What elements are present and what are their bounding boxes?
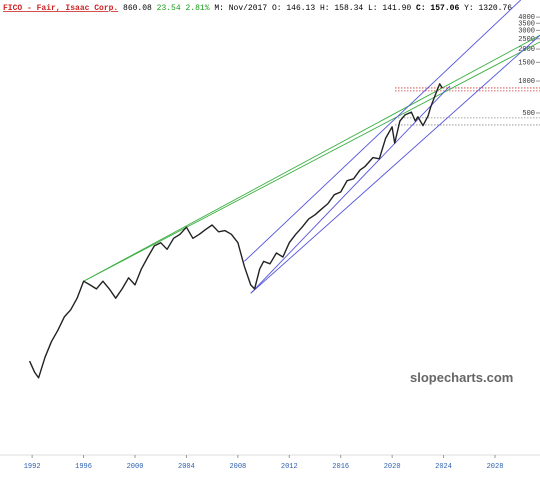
x-tick-label: 2028 [487, 463, 504, 471]
last-price: 860.08 [123, 4, 152, 13]
trend-line [83, 41, 540, 282]
trend-line [250, 85, 451, 294]
y-tick-label: 2000 [518, 46, 535, 54]
price-line [28, 83, 443, 379]
y-tick-label: 500 [522, 110, 535, 118]
month: M: Nov/2017 [214, 4, 267, 13]
y-value: Y: 1320.76 [464, 4, 512, 13]
low: L: 141.90 [368, 4, 411, 13]
trend-line [243, 0, 522, 262]
trend-line [83, 34, 540, 282]
close: C: 157.06 [416, 4, 459, 13]
x-tick-label: 1996 [75, 463, 92, 471]
open: O: 146.13 [272, 4, 315, 13]
y-tick-label: 3500 [518, 20, 535, 28]
x-tick-label: 2008 [229, 463, 246, 471]
y-tick-label: 1000 [518, 78, 535, 86]
x-tick-label: 2024 [435, 463, 452, 471]
chart-title: FICO - Fair, Isaac Corp. [3, 4, 118, 13]
change: 23.54 [157, 4, 181, 13]
x-tick-label: 2012 [281, 463, 298, 471]
x-tick-label: 2004 [178, 463, 195, 471]
x-tick-label: 1992 [24, 463, 41, 471]
trend-line [250, 34, 540, 294]
high: H: 158.34 [320, 4, 363, 13]
x-tick-label: 2016 [332, 463, 349, 471]
header: FICO - Fair, Isaac Corp. 860.08 23.54 2.… [3, 4, 512, 13]
x-tick-label: 2020 [384, 463, 401, 471]
watermark: slopecharts.com [410, 370, 513, 385]
y-tick-label: 3000 [518, 27, 535, 35]
change-pct: 2.81% [185, 4, 209, 13]
y-tick-label: 4000 [518, 14, 535, 22]
y-tick-label: 2500 [518, 36, 535, 44]
x-tick-label: 2000 [127, 463, 144, 471]
y-tick-label: 1500 [518, 59, 535, 67]
